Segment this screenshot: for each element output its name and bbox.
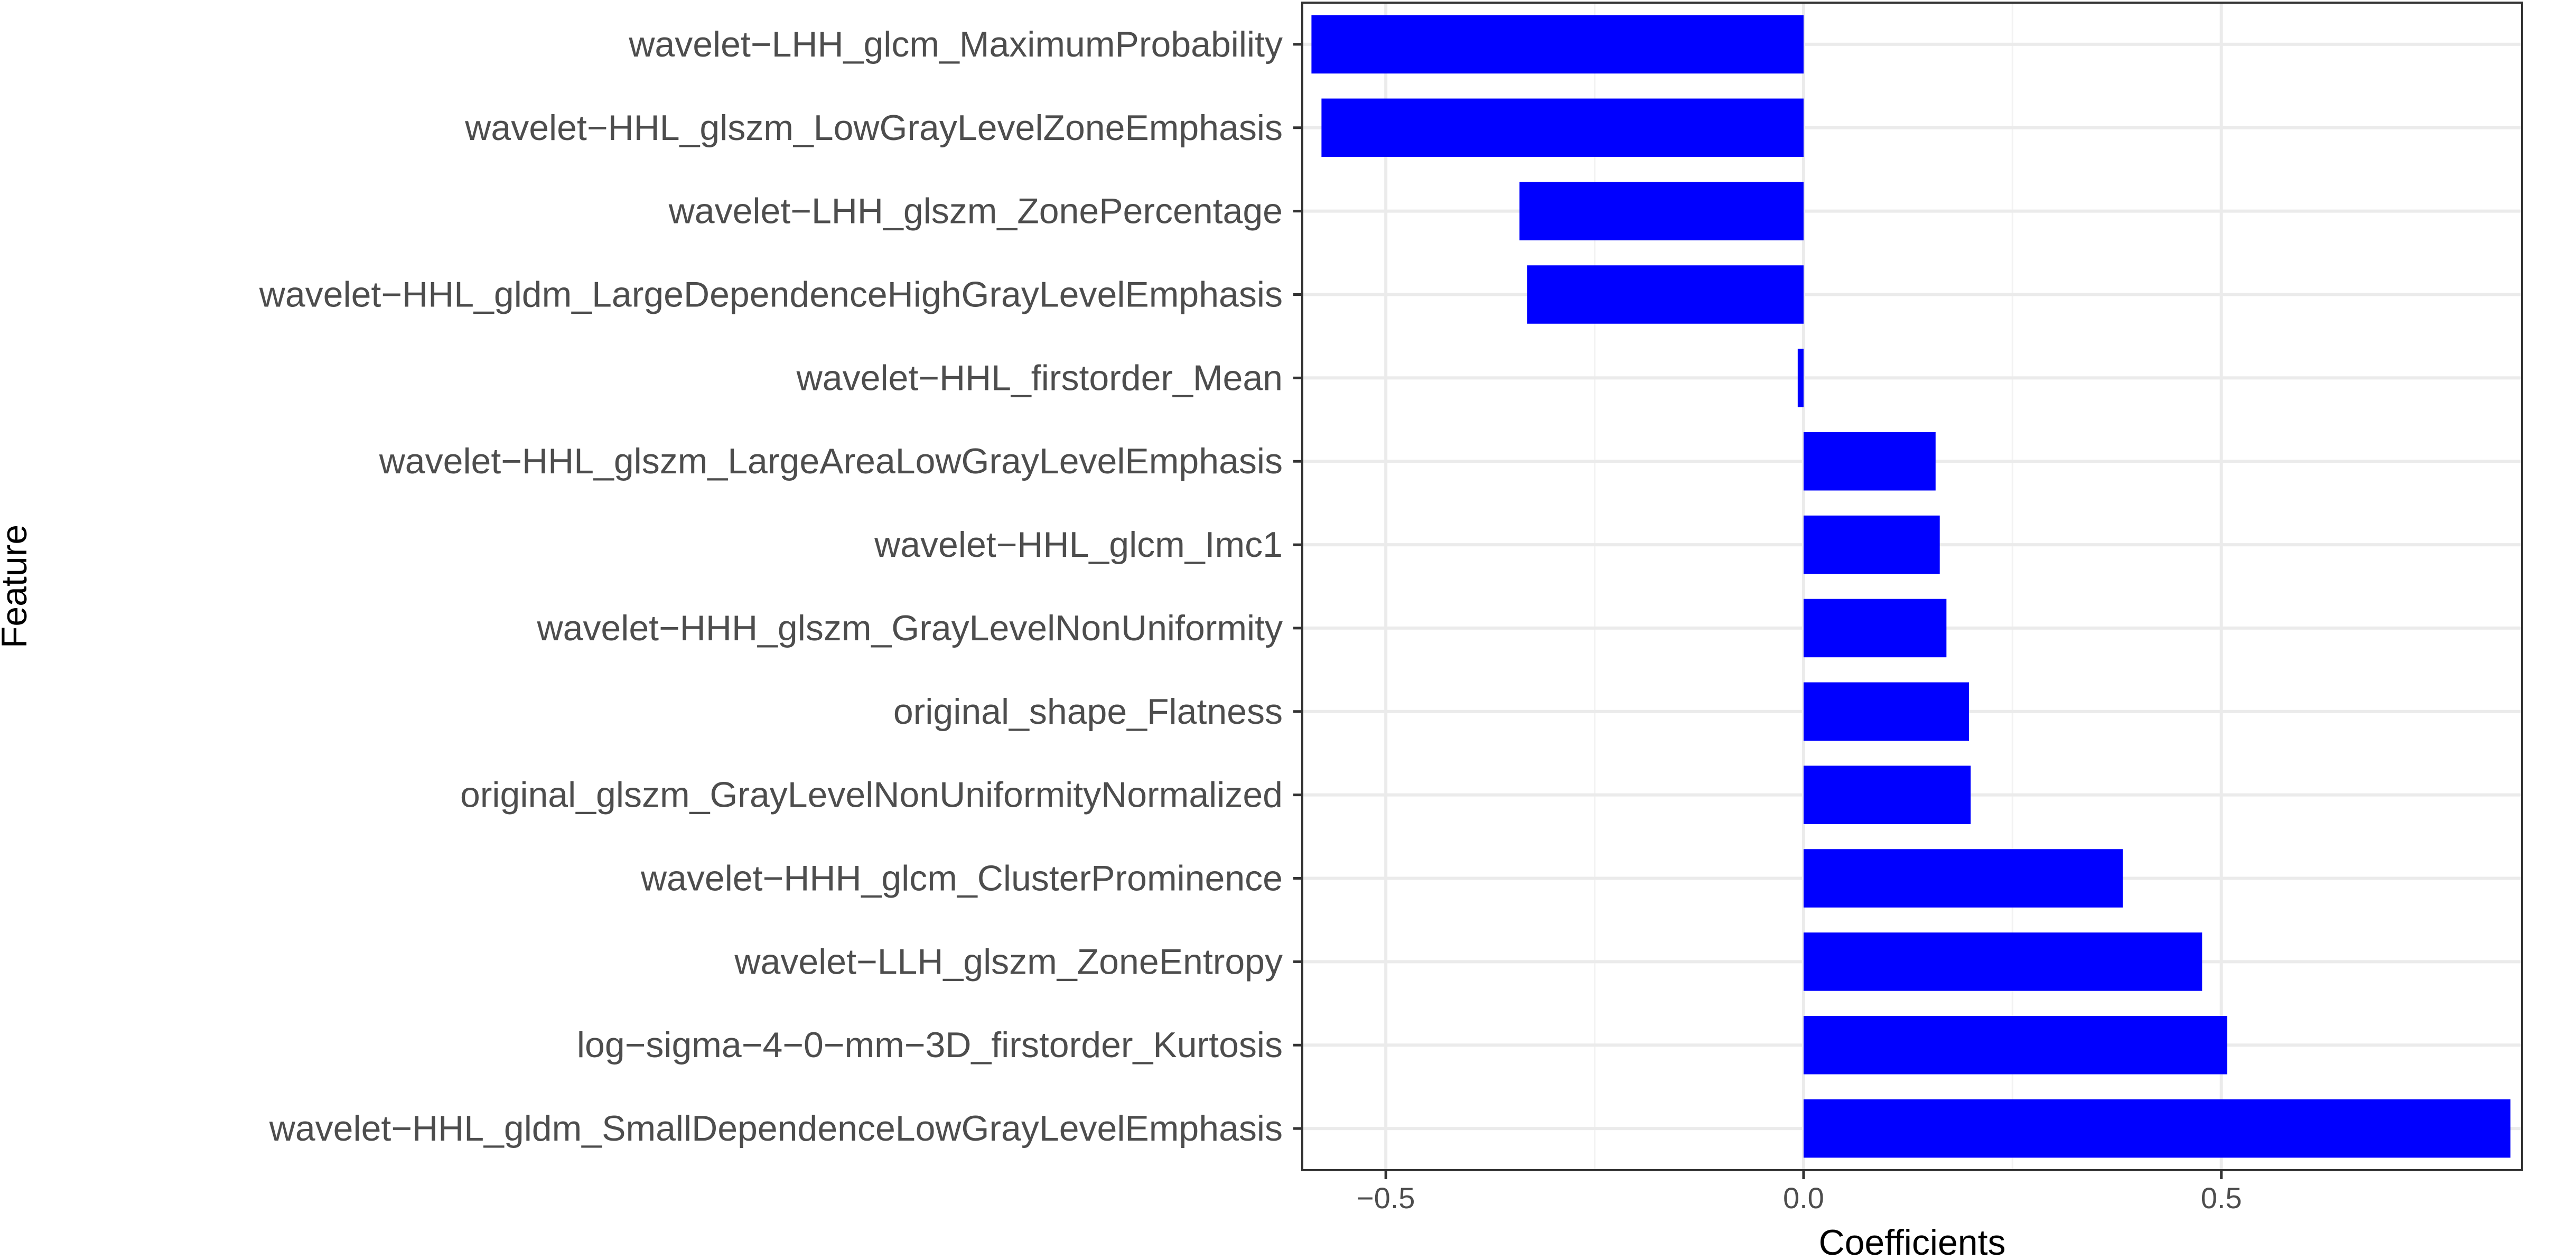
y-tick-label: wavelet−LHH_glcm_MaximumProbability — [628, 24, 1283, 64]
x-axis-title: Coefficients — [1818, 1222, 2005, 1260]
y-tick-label: wavelet−HHL_firstorder_Mean — [796, 358, 1283, 398]
bars — [1311, 15, 2510, 1158]
y-tick-label: wavelet−HHL_glszm_LargeAreaLowGrayLevelE… — [379, 441, 1283, 481]
bar — [1803, 432, 1936, 491]
bar — [1803, 515, 1940, 574]
y-tick-label: wavelet−HHH_glszm_GrayLevelNonUniformity — [537, 608, 1283, 648]
y-axis-title: Feature — [0, 525, 34, 648]
y-axis: wavelet−LHH_glcm_MaximumProbabilitywavel… — [259, 24, 1302, 1149]
y-tick-label: wavelet−HHL_gldm_SmallDependenceLowGrayL… — [269, 1108, 1283, 1149]
bar — [1803, 682, 1970, 741]
y-tick-label: original_shape_Flatness — [893, 692, 1283, 732]
bar — [1803, 599, 1947, 658]
plot-panel — [1302, 3, 2522, 1170]
y-tick-label: log−sigma−4−0−mm−3D_firstorder_Kurtosis — [577, 1025, 1283, 1065]
y-tick-label: original_glszm_GrayLevelNonUniformityNor… — [460, 775, 1283, 815]
x-tick-label: 0.5 — [2201, 1181, 2242, 1215]
y-tick-label: wavelet−HHH_glcm_ClusterProminence — [640, 858, 1283, 899]
bar — [1803, 1099, 2510, 1158]
bar — [1321, 98, 1804, 157]
bar — [1527, 265, 1804, 324]
x-tick-label: 0.0 — [1783, 1181, 1824, 1215]
y-tick-label: wavelet−HHL_glszm_LowGrayLevelZoneEmphas… — [464, 108, 1283, 148]
y-tick-label: wavelet−LLH_glszm_ZoneEntropy — [734, 941, 1283, 982]
y-tick-label: wavelet−HHL_gldm_LargeDependenceHighGray… — [259, 275, 1283, 315]
bar — [1797, 349, 1804, 407]
bar — [1803, 849, 2123, 908]
bar — [1803, 1015, 2227, 1075]
bar — [1803, 932, 2202, 991]
y-tick-label: wavelet−HHL_glcm_Imc1 — [874, 525, 1283, 565]
x-tick-label: −0.5 — [1357, 1181, 1415, 1215]
bar — [1803, 766, 1971, 824]
bar — [1519, 182, 1804, 240]
y-tick-label: wavelet−LHH_glszm_ZonePercentage — [668, 191, 1283, 231]
bar — [1311, 15, 1804, 74]
x-axis: −0.5 0.0 0.5 — [1357, 1170, 2242, 1215]
plot-border — [1301, 2, 2523, 1171]
